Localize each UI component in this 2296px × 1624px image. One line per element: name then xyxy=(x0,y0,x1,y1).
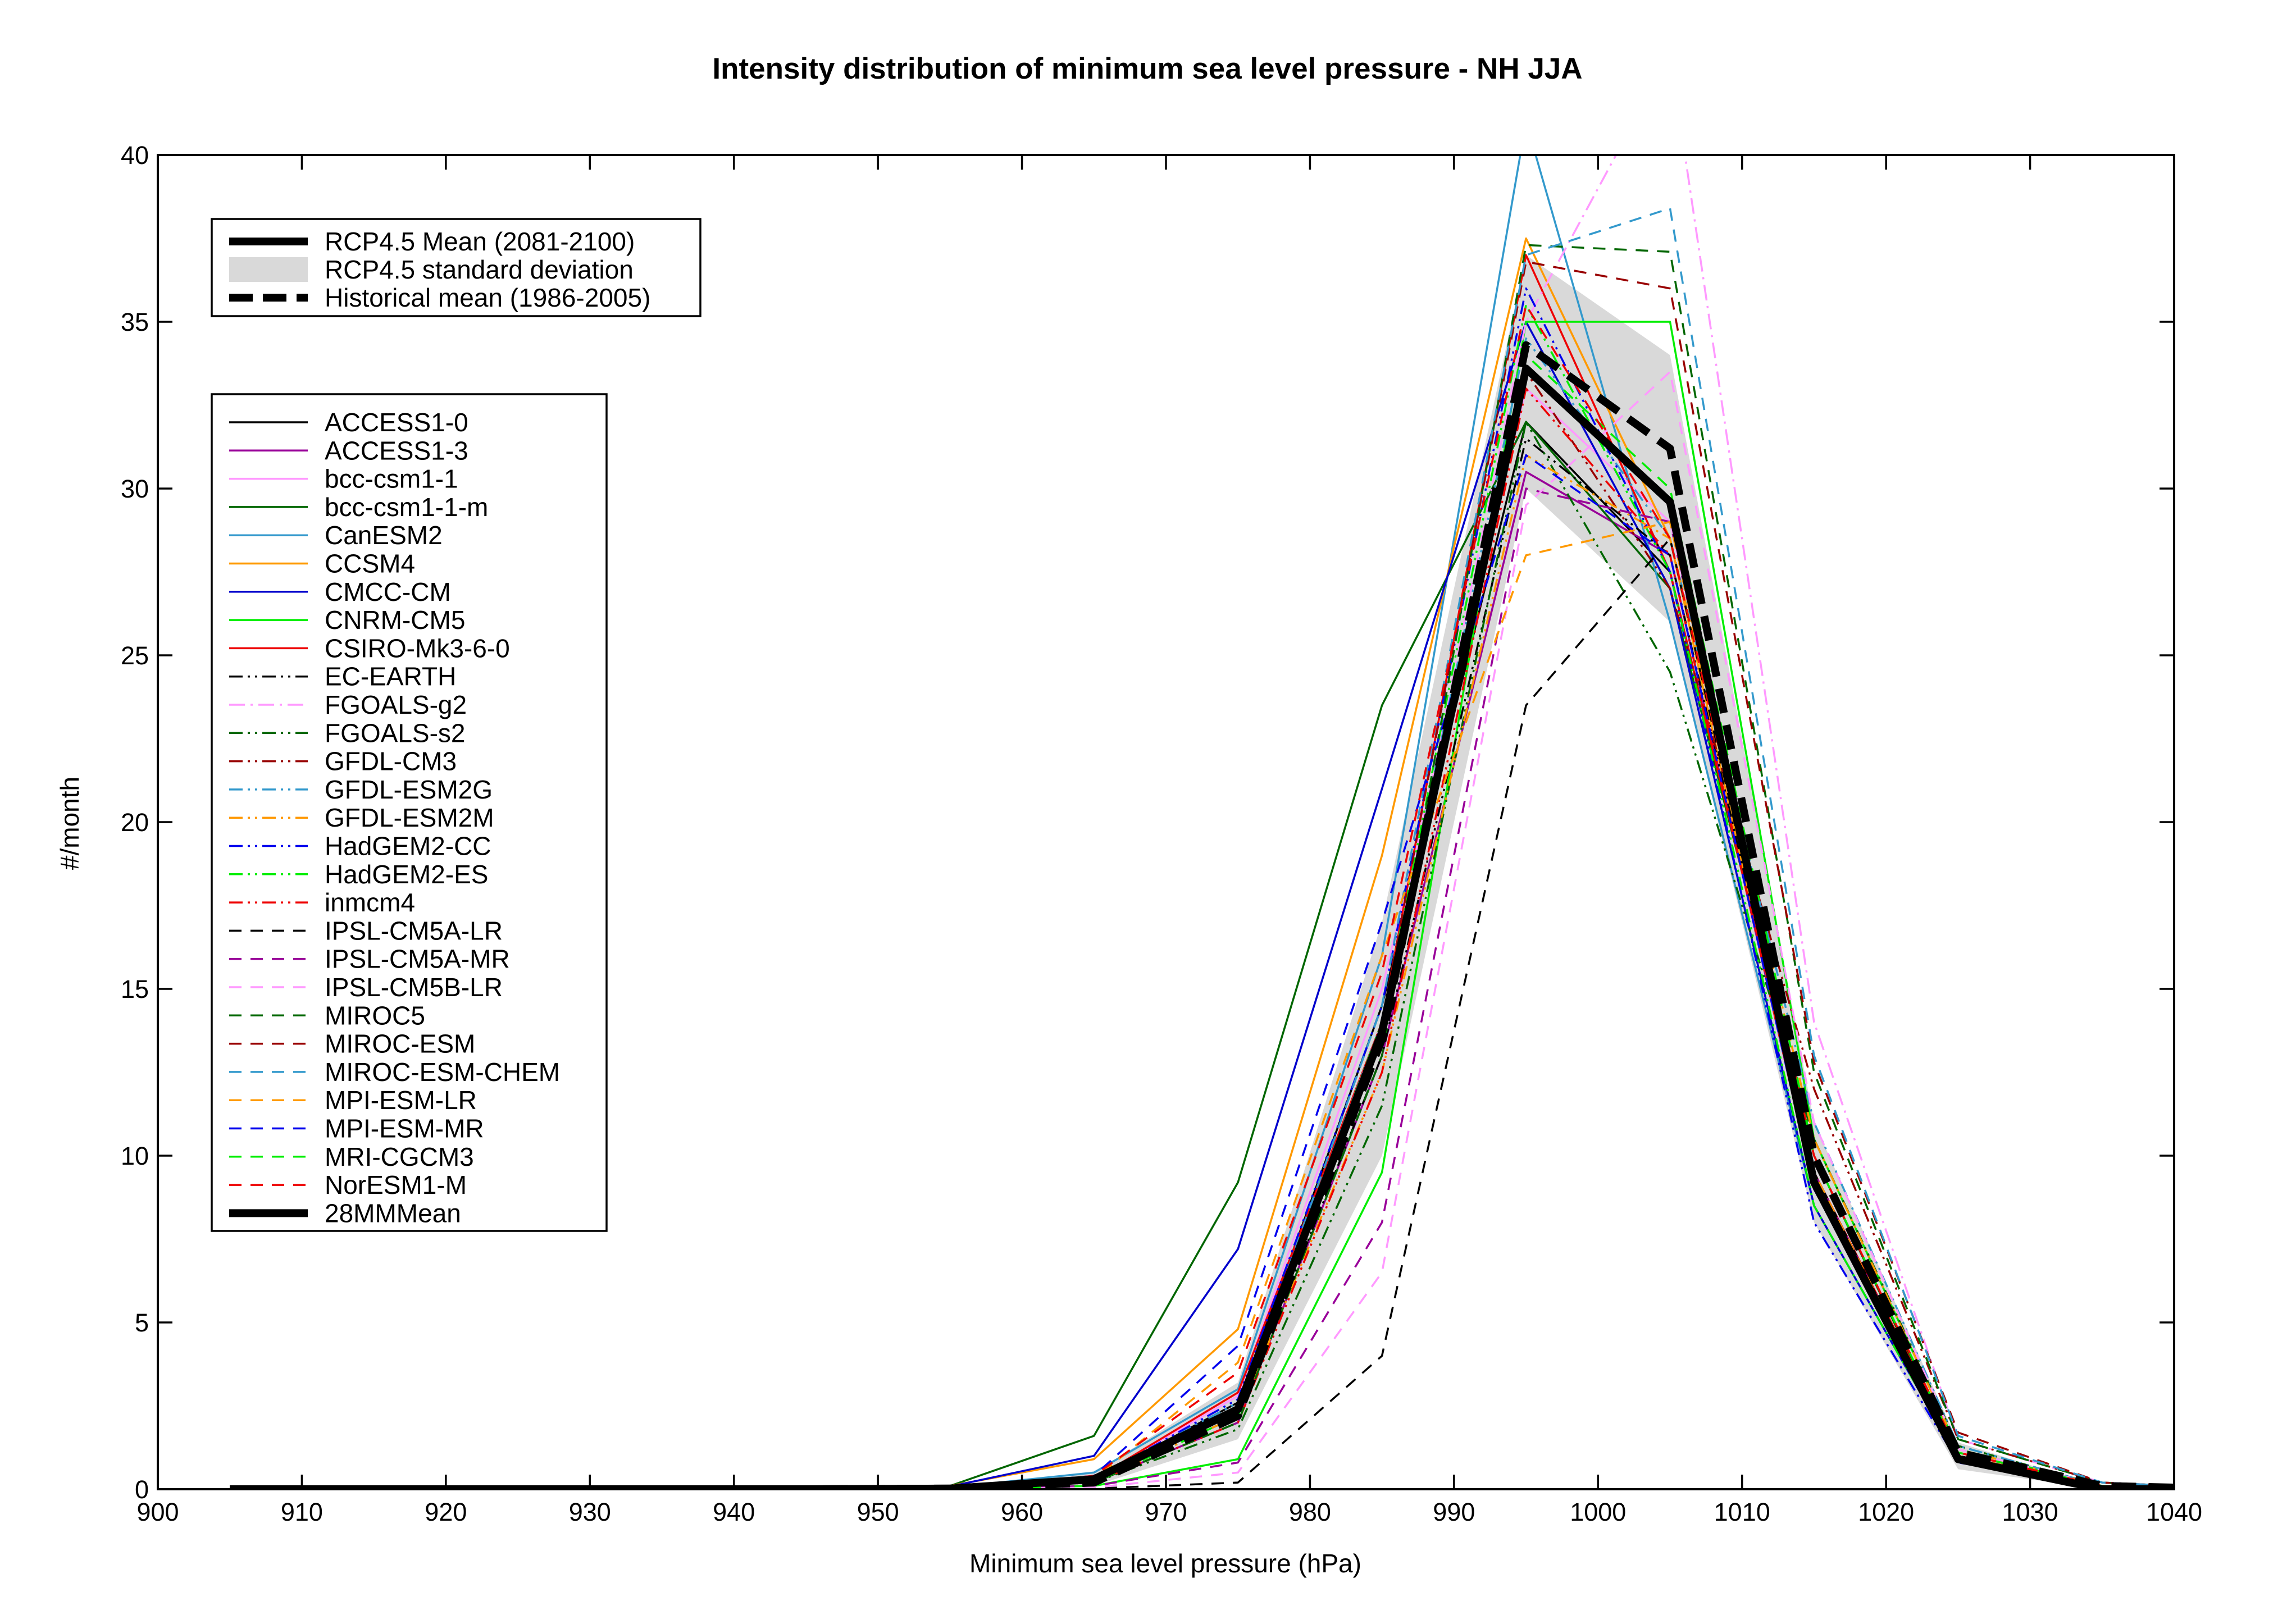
legend-label-noresm1-m: NorESM1-M xyxy=(325,1170,467,1199)
legend-label-ec-earth: EC-EARTH xyxy=(325,662,456,691)
x-tick-label: 900 xyxy=(136,1498,179,1526)
legend-label-ipsl-cm5b-lr: IPSL-CM5B-LR xyxy=(325,973,503,1002)
legend-label-gfdl-cm3: GFDL-CM3 xyxy=(325,747,457,776)
x-tick-label: 920 xyxy=(425,1498,467,1526)
y-tick-label: 10 xyxy=(121,1142,149,1170)
legend-label-mpi-esm-mr: MPI-ESM-MR xyxy=(325,1114,484,1143)
legend-label-fgoals-s2: FGOALS-s2 xyxy=(325,718,466,747)
series-line-28mmmean xyxy=(230,364,2174,1489)
legend-label-hadgem2-cc: HadGEM2-CC xyxy=(325,832,491,861)
y-tick-label: 5 xyxy=(135,1308,149,1337)
legend-label-28mmmean: 28MMMean xyxy=(325,1198,461,1228)
legend-label-cnrm-cm5: CNRM-CM5 xyxy=(325,605,465,635)
legend-label-miroc-esm-chem: MIROC-ESM-CHEM xyxy=(325,1057,560,1087)
series-line-inmcm4 xyxy=(230,387,2174,1489)
x-tick-label: 930 xyxy=(569,1498,611,1526)
y-tick-label: 15 xyxy=(121,975,149,1003)
x-axis-label: Minimum sea level pressure (hPa) xyxy=(969,1549,1361,1578)
x-tick-label: 1020 xyxy=(1858,1498,1914,1526)
series-line-ipsl-cm5b-lr xyxy=(230,371,2174,1489)
legend-label-mpi-esm-lr: MPI-ESM-LR xyxy=(325,1085,477,1115)
x-tick-label: 970 xyxy=(1145,1498,1187,1526)
x-tick-label: 1000 xyxy=(1570,1498,1626,1526)
summary-legend: RCP4.5 Mean (2081-2100)RCP4.5 standard d… xyxy=(211,218,701,317)
legend-label-cmcc-cm: CMCC-CM xyxy=(325,577,451,606)
legend-label-gfdl-esm2m: GFDL-ESM2M xyxy=(325,803,494,832)
x-tick-label: 960 xyxy=(1001,1498,1043,1526)
y-tick-label: 35 xyxy=(121,308,149,336)
legend-label-ipsl-cm5a-lr: IPSL-CM5A-LR xyxy=(325,916,503,945)
x-tick-label: 1030 xyxy=(2002,1498,2058,1526)
y-tick-label: 25 xyxy=(121,641,149,670)
chart-title: Intensity distribution of minimum sea le… xyxy=(712,52,1582,85)
legend-label-csiro-mk3-6-0: CSIRO-Mk3-6-0 xyxy=(325,633,510,663)
legend-label-canesm2: CanESM2 xyxy=(325,521,443,550)
y-tick-label: 20 xyxy=(121,808,149,837)
legend-label-access1-0: ACCESS1-0 xyxy=(325,408,468,437)
legend-label-mri-cgcm3: MRI-CGCM3 xyxy=(325,1142,474,1171)
std-band xyxy=(230,255,2174,1489)
x-tick-label: 950 xyxy=(857,1498,899,1526)
y-tick-label: 0 xyxy=(135,1475,149,1504)
x-tick-label: 1040 xyxy=(2146,1498,2202,1526)
x-tick-label: 980 xyxy=(1289,1498,1331,1526)
x-tick-label: 910 xyxy=(281,1498,323,1526)
legend-label-gfdl-esm2g: GFDL-ESM2G xyxy=(325,775,493,804)
model-legend: ACCESS1-0ACCESS1-3bcc-csm1-1bcc-csm1-1-m… xyxy=(211,393,608,1232)
historical-mean-line xyxy=(230,341,2174,1489)
axes-layer: 900 910 920 930 940 950 960 970 980 990 1000 1010 10… xyxy=(121,141,2202,1526)
legend-swatch-band xyxy=(229,257,308,282)
summary-legend-label: RCP4.5 Mean (2081-2100) xyxy=(325,227,635,256)
x-tick-label: 940 xyxy=(713,1498,755,1526)
std-band-layer xyxy=(230,255,2174,1489)
y-tick-label: 30 xyxy=(121,475,149,503)
series-line-fgoals-s2 xyxy=(230,421,2174,1489)
legend-label-hadgem2-es: HadGEM2-ES xyxy=(325,860,488,889)
legend-label-miroc5: MIROC5 xyxy=(325,1001,425,1030)
x-tick-label: 1010 xyxy=(1714,1498,1770,1526)
legend-label-ipsl-cm5a-mr: IPSL-CM5A-MR xyxy=(325,945,510,974)
legend-label-access1-3: ACCESS1-3 xyxy=(325,436,468,465)
summary-legend-label: RCP4.5 standard deviation xyxy=(325,255,634,284)
legend-label-inmcm4: inmcm4 xyxy=(325,888,415,917)
y-tick-label: 40 xyxy=(121,141,149,170)
legend-label-fgoals-g2: FGOALS-g2 xyxy=(325,690,467,719)
y-axis-label: #/month xyxy=(55,777,84,870)
legend-label-bcc-csm1-1: bcc-csm1-1 xyxy=(325,464,458,494)
legend-label-miroc-esm: MIROC-ESM xyxy=(325,1029,475,1059)
legend-label-bcc-csm1-1-m: bcc-csm1-1-m xyxy=(325,492,488,522)
summary-legend-label: Historical mean (1986-2005) xyxy=(325,283,650,312)
x-tick-label: 990 xyxy=(1433,1498,1475,1526)
legend-label-ccsm4: CCSM4 xyxy=(325,549,415,578)
model-legend-box xyxy=(211,393,608,1232)
series-line-mri-cgcm3 xyxy=(230,354,2174,1489)
historical-layer xyxy=(230,341,2174,1489)
